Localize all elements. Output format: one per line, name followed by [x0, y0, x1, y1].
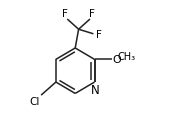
Text: F: F	[62, 9, 68, 19]
Text: Cl: Cl	[30, 96, 40, 106]
Text: CH₃: CH₃	[117, 52, 135, 62]
Text: F: F	[89, 9, 95, 19]
Text: O: O	[112, 55, 121, 65]
Text: N: N	[91, 83, 99, 96]
Text: F: F	[96, 30, 101, 39]
